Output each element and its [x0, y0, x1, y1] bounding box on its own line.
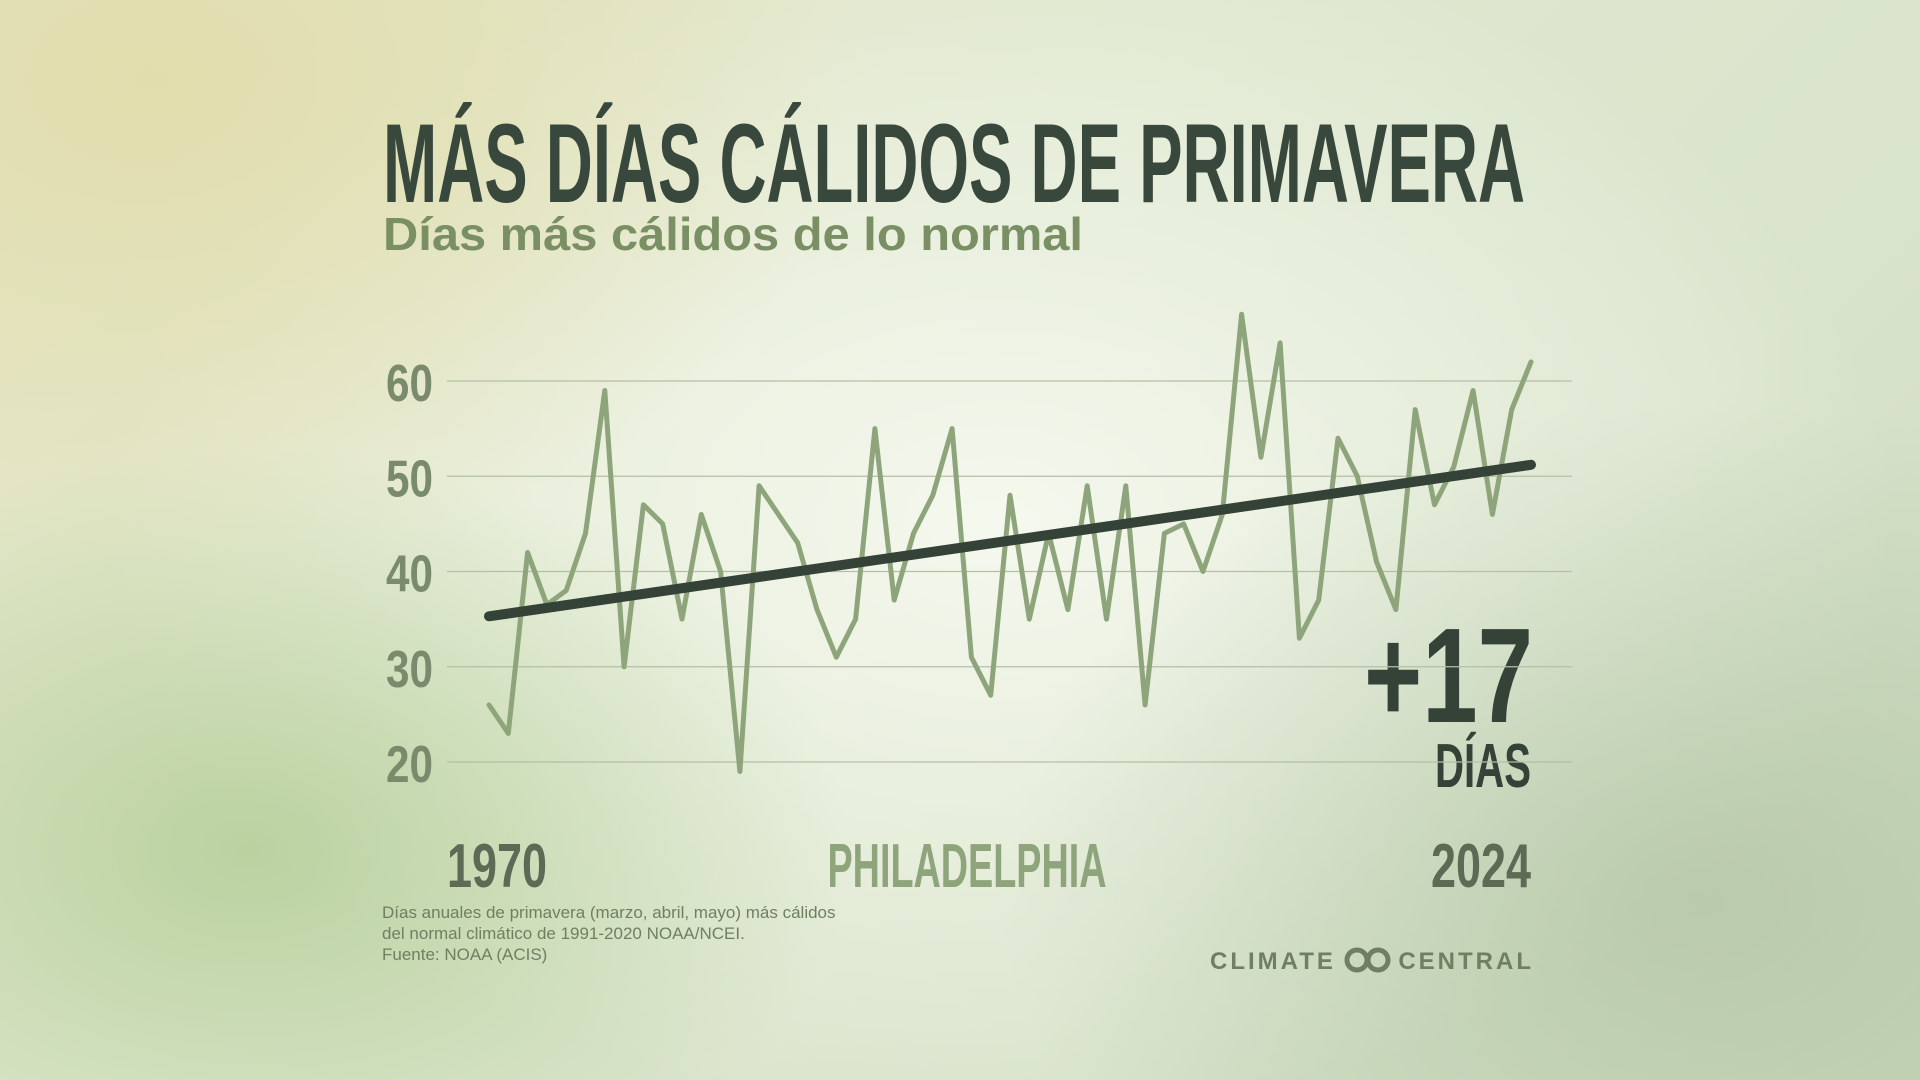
annotation-unit: DÍAS	[1435, 732, 1531, 801]
brand-word: CLIMATE	[1210, 948, 1336, 975]
x-tick-label: 2024	[1431, 832, 1531, 901]
y-tick-label: 20	[386, 736, 433, 794]
chart-title: MÁS DÍAS CÁLIDOS DE PRIMAVERA	[383, 101, 1525, 226]
x-tick-label: 1970	[447, 832, 547, 901]
y-tick-label: 40	[386, 546, 433, 604]
trend-line	[484, 459, 1536, 622]
annotation-change: +17	[1364, 600, 1533, 751]
y-tick-label: 60	[386, 355, 433, 413]
brand-logo	[1344, 947, 1391, 973]
data-line	[486, 311, 1534, 774]
chart-subtitle: Días más cálidos de lo normal	[383, 208, 1083, 260]
y-tick-label: 50	[386, 450, 433, 508]
footnote-line: Fuente: NOAA (ACIS)	[382, 945, 547, 964]
brand-word: CENTRAL	[1398, 948, 1534, 975]
footnote-line: del normal climático de 1991-2020 NOAA/N…	[382, 924, 745, 943]
location-label: PHILADELPHIA	[828, 832, 1107, 901]
y-tick-label: 30	[386, 641, 433, 699]
footnote-line: Días anuales de primavera (marzo, abril,…	[382, 903, 836, 922]
